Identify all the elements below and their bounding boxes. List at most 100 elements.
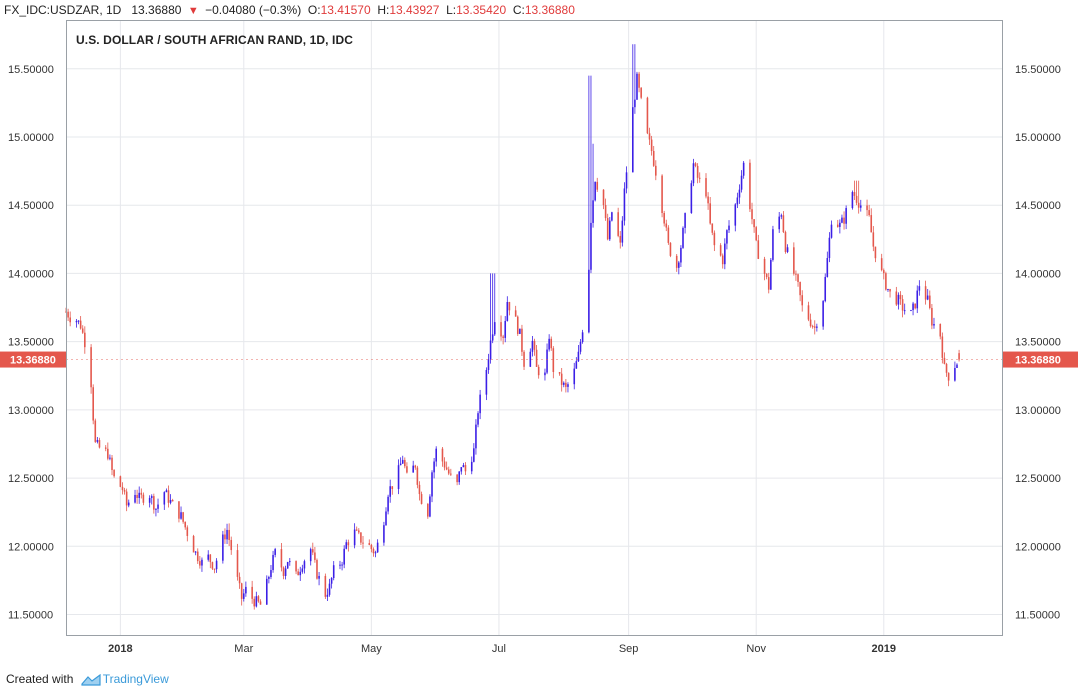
- candle-body: [309, 549, 312, 562]
- x-tick-label: Jul: [492, 643, 506, 655]
- candle-body: [431, 472, 433, 497]
- candle-body: [757, 240, 760, 259]
- candle-body: [389, 486, 391, 497]
- candle-body: [245, 586, 247, 594]
- candle-body: [125, 491, 128, 506]
- candle-body: [646, 97, 649, 134]
- candle-body: [362, 542, 364, 544]
- candle-body: [753, 219, 755, 228]
- candle-body: [604, 205, 607, 219]
- last-price-label-right: 13.36880: [1015, 355, 1061, 367]
- candle-body: [763, 258, 766, 274]
- candle-body: [811, 326, 814, 328]
- candle-body: [828, 237, 831, 259]
- candle-body: [251, 586, 253, 599]
- candle-body: [450, 473, 452, 475]
- candle-body: [353, 529, 356, 546]
- candle-body: [142, 494, 145, 503]
- candle-body: [797, 274, 799, 282]
- candle-body: [711, 223, 714, 233]
- candle-body: [738, 189, 741, 198]
- candle-body: [270, 570, 272, 578]
- candle-body: [799, 281, 801, 296]
- candle-body: [926, 295, 929, 300]
- candle-body: [719, 245, 722, 256]
- candle-body: [332, 565, 335, 579]
- candle-body: [215, 560, 218, 570]
- candle-body: [140, 492, 143, 495]
- candle-body: [445, 467, 448, 470]
- candle-body: [611, 212, 613, 221]
- candle-body: [399, 463, 402, 466]
- candle-body: [809, 319, 812, 327]
- candle-body: [724, 243, 726, 265]
- candle-body: [226, 529, 228, 540]
- candle-body: [519, 328, 521, 334]
- candle-body: [171, 499, 174, 502]
- y-tick-label-right: 13.50000: [1015, 337, 1061, 349]
- x-tick-label: 2018: [108, 643, 132, 655]
- candle-body: [619, 235, 622, 243]
- candle-body: [742, 162, 745, 176]
- candle-body: [546, 349, 548, 373]
- candle-body: [475, 424, 477, 449]
- candle-body: [560, 373, 563, 385]
- candle-body: [104, 447, 107, 449]
- candle-body: [826, 258, 829, 277]
- candle-body: [134, 494, 136, 503]
- candle-body: [328, 583, 331, 595]
- y-tick-label-left: 11.50000: [8, 610, 53, 622]
- candle-body: [301, 568, 304, 572]
- candle-body: [734, 204, 737, 226]
- price-chart[interactable]: 11.50000 11.50000 12.00000 12.00000 12.50000…: [0, 0, 1078, 670]
- candle-body: [851, 192, 854, 209]
- candle-body: [596, 181, 599, 190]
- candle-body: [523, 351, 525, 367]
- candle-body: [194, 551, 197, 553]
- candle-body: [178, 501, 180, 519]
- candle-body: [462, 465, 465, 468]
- candle-body: [663, 213, 665, 224]
- candle-body: [286, 562, 289, 569]
- candle-body: [770, 259, 772, 290]
- candle-body: [726, 230, 728, 244]
- candle-body: [690, 183, 693, 214]
- last-price: 13.36880: [131, 3, 182, 17]
- candle-body: [299, 571, 302, 576]
- candle-body: [684, 213, 686, 228]
- candle-body: [713, 232, 716, 246]
- candle-body: [136, 494, 138, 498]
- candle-body: [500, 322, 502, 337]
- candle-body: [282, 567, 285, 576]
- candle-body: [910, 310, 912, 312]
- candle-body: [778, 216, 781, 230]
- candle-body: [121, 486, 124, 491]
- candle-body: [441, 448, 444, 462]
- candle-body: [138, 492, 141, 498]
- candle-body: [588, 269, 590, 333]
- candle-body: [157, 504, 159, 509]
- candle-body: [435, 448, 437, 462]
- candle-body: [728, 225, 730, 231]
- candle-body: [853, 192, 856, 196]
- candle-body: [456, 474, 458, 483]
- candle-body: [255, 596, 258, 607]
- candle-body: [416, 467, 419, 485]
- candle-body: [284, 568, 287, 576]
- candle-body: [376, 542, 379, 553]
- candle-body: [280, 549, 283, 568]
- candle-body: [807, 305, 810, 320]
- candle-body: [238, 576, 241, 584]
- candle-body: [347, 542, 350, 546]
- candle-body: [493, 322, 496, 335]
- candle-body: [427, 503, 429, 517]
- candle-body: [491, 334, 494, 341]
- y-tick-label-left: 13.50000: [8, 337, 54, 349]
- candle-body: [387, 496, 389, 512]
- candle-body: [169, 499, 172, 503]
- candle-body: [793, 247, 795, 274]
- candle-body: [96, 440, 99, 442]
- candle-body: [370, 544, 373, 550]
- candle-body: [857, 202, 860, 208]
- tradingview-brand[interactable]: TradingView: [102, 672, 169, 686]
